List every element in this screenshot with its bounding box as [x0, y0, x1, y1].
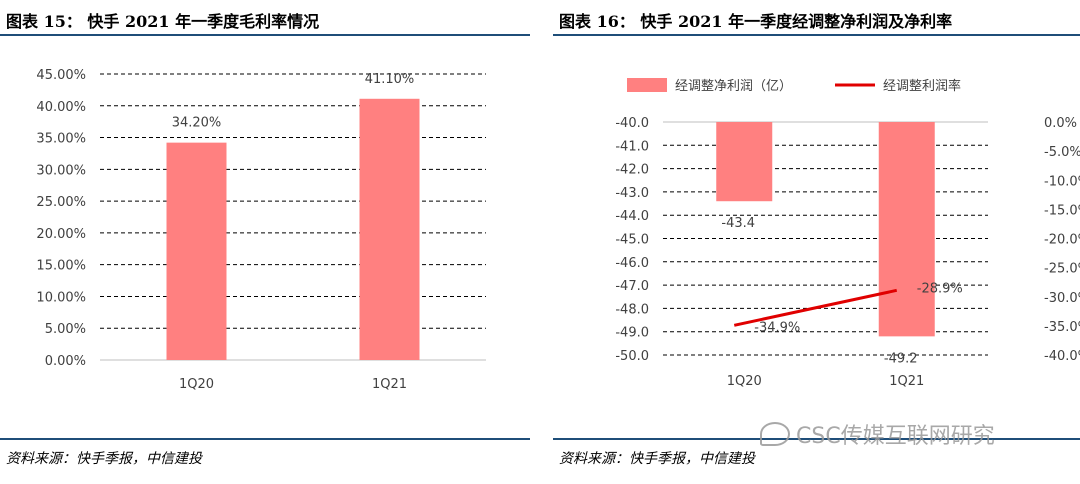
y-left-tick-label: -42.0 [615, 163, 649, 178]
y-right-tick-label: 0.0% [1044, 116, 1077, 131]
y-left-tick-label: -49.0 [615, 326, 649, 341]
figure-16-bottom-rule [553, 438, 1080, 440]
y-tick-label: 15.00% [36, 259, 86, 274]
y-right-tick-label: -35.0% [1044, 320, 1080, 335]
y-tick-label: 25.00% [36, 195, 86, 210]
figure-16-title: 图表 16： 快手 2021 年一季度经调整净利润及净利率 [559, 8, 952, 32]
y-right-tick-label: -10.0% [1044, 174, 1080, 189]
y-left-tick-label: -45.0 [615, 233, 649, 248]
y-left-tick-label: -41.0 [615, 139, 649, 154]
y-tick-label: 35.00% [36, 132, 86, 147]
y-right-tick-label: -15.0% [1044, 203, 1080, 218]
figure-15-title-text: 快手 2021 年一季度毛利率情况 [87, 12, 320, 31]
y-left-tick-label: -50.0 [615, 349, 649, 364]
figure-16-title-text: 快手 2021 年一季度经调整净利润及净利率 [640, 12, 953, 31]
figure-15-label: 图表 15： [6, 12, 82, 31]
series-line [733, 288, 898, 327]
y-tick-label: 0.00% [45, 354, 86, 369]
wechat-icon [760, 422, 790, 446]
figure-15-title: 图表 15： 快手 2021 年一季度毛利率情况 [6, 8, 319, 32]
y-tick-label: 20.00% [36, 227, 86, 242]
figure-15-bottom-rule [0, 438, 530, 440]
y-left-tick-label: -48.0 [615, 302, 649, 317]
bar-data-label: -43.4 [721, 216, 755, 231]
y-tick-label: 45.00% [36, 68, 86, 83]
legend-swatch-bar [627, 78, 667, 92]
y-right-tick-label: -20.0% [1044, 233, 1080, 248]
figure-16-chart: 经调整净利润（亿） 经调整利润率 -40.0 -41.0 -42.0 -43.0 -44.0… [615, 78, 1080, 389]
y-tick-label: 40.00% [36, 100, 86, 115]
bar [359, 98, 420, 360]
y-right-tick-label: -30.0% [1044, 291, 1080, 306]
y-left-tick-label: -46.0 [615, 256, 649, 271]
figure-15-chart: 0.00% 5.00% 10.00% 15.00% 20.00% 25.00% 30.00%… [36, 68, 486, 392]
line-data-label: -34.9% [754, 320, 800, 335]
data-label: 41.10% [365, 72, 415, 87]
figure-16-label: 图表 16： [559, 12, 635, 31]
bar [716, 122, 773, 202]
watermark-text: CSC传媒互联网研究 [796, 424, 995, 449]
y-left-tick-label: -44.0 [615, 209, 649, 224]
data-label: 34.20% [172, 116, 222, 131]
figure-15-panel: 图表 15： 快手 2021 年一季度毛利率情况 0.00% 5.00% 10.00… [0, 0, 530, 484]
line-data-label: -28.9% [917, 281, 963, 296]
y-right-tick-label: -25.0% [1044, 262, 1080, 277]
x-tick-label: 1Q21 [889, 374, 924, 389]
x-tick-label: 1Q20 [179, 377, 214, 392]
y-tick-label: 30.00% [36, 163, 86, 178]
y-tick-label: 5.00% [45, 322, 86, 337]
figure-15-source: 资料来源：快手季报，中信建投 [6, 451, 202, 467]
y-left-tick-label: -47.0 [615, 279, 649, 294]
watermark: CSC传媒互联网研究 [760, 418, 995, 450]
y-right-tick-label: -5.0% [1044, 145, 1080, 160]
figure-16-panel: 图表 16： 快手 2021 年一季度经调整净利润及净利率 经调整净利润（亿）经… [553, 0, 1080, 484]
figure-16-source: 资料来源：快手季报，中信建投 [559, 451, 755, 467]
figure-15-top-rule [0, 34, 530, 36]
y-left-tick-label: -43.0 [615, 186, 649, 201]
x-tick-label: 1Q21 [372, 377, 407, 392]
legend-label-bar: 经调整净利润（亿） [675, 79, 792, 94]
figure-16-top-rule [553, 34, 1080, 36]
bar [166, 142, 227, 360]
legend-label-line: 经调整利润率 [883, 78, 961, 94]
bar [878, 122, 935, 337]
y-tick-label: 10.00% [36, 290, 86, 305]
y-left-tick-label: -40.0 [615, 116, 649, 131]
x-tick-label: 1Q20 [727, 374, 762, 389]
bar-data-label: -49.2 [884, 351, 918, 366]
y-right-tick-label: -40.0% [1044, 349, 1080, 364]
